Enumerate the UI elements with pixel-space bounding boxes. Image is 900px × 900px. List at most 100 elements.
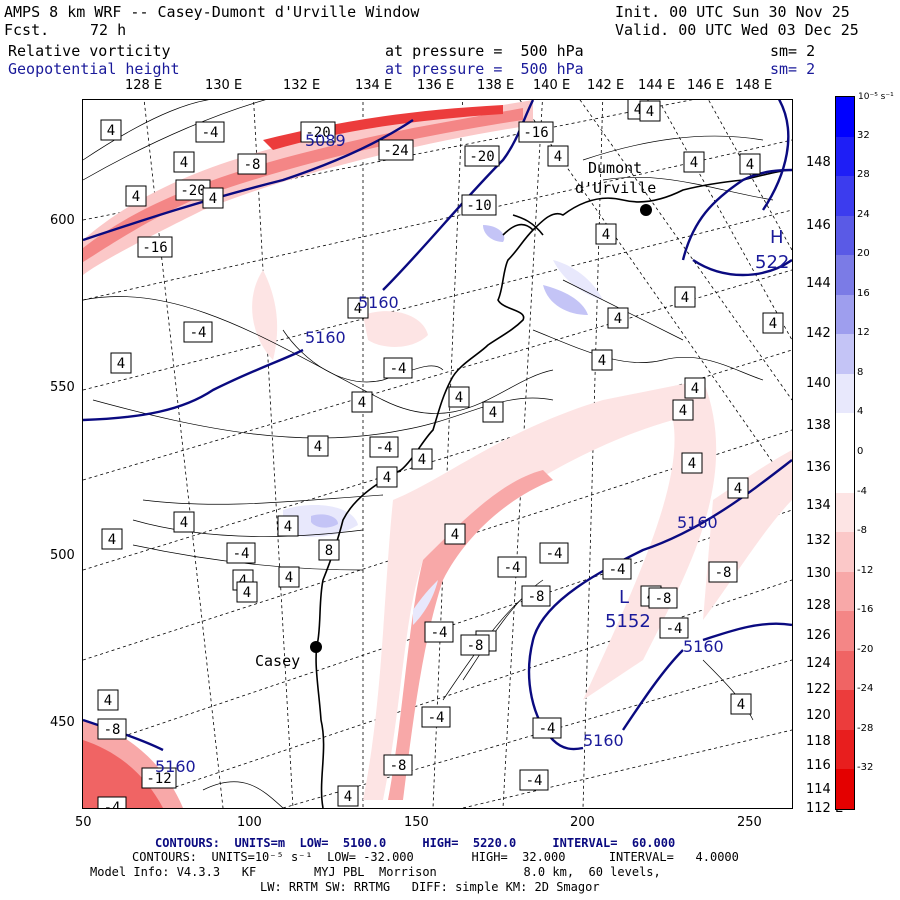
vorticity-label: -4	[539, 542, 569, 564]
high-symbol: H	[770, 227, 784, 248]
vorticity-label-box	[683, 151, 705, 173]
vorticity-label-text: 4	[489, 405, 497, 421]
colorbar-label: -12	[857, 564, 874, 576]
vorticity-label-box	[277, 515, 299, 537]
colorbar-label: 24	[857, 208, 870, 220]
vorticity-label: -20	[464, 145, 500, 167]
vorticity-label: 4	[337, 785, 359, 807]
vorticity-label: 4	[202, 187, 224, 209]
vorticity-label-text: 4	[679, 403, 687, 419]
vorticity-label-text: -4	[539, 721, 556, 737]
vorticity-label-box	[424, 621, 454, 643]
vorticity-label-text: -4	[190, 325, 207, 341]
vorticity-label: 4	[672, 399, 694, 421]
vorticity-label: -20	[175, 179, 211, 201]
vorticity-label-text: -8	[104, 722, 121, 738]
colorbar-label: 4	[857, 406, 864, 418]
footer-interval: INTERVAL= 60.000	[552, 836, 676, 850]
x-tick: 150	[404, 815, 429, 830]
lon-label: 146 E	[806, 218, 844, 233]
vorticity-label: -10	[461, 194, 497, 216]
durville-label: d'Urville	[575, 179, 656, 197]
vorticity-label-text: -20	[305, 125, 330, 141]
vorticity-label: -16	[518, 121, 554, 143]
height-label: 5160	[683, 637, 724, 656]
lon-label: 138 E	[806, 418, 844, 433]
vorticity-label-box	[708, 561, 738, 583]
vorticity-label: -4	[497, 556, 527, 578]
vorticity-label-box	[376, 466, 398, 488]
lon-label: 140 E	[533, 78, 571, 93]
low-symbol: L	[619, 587, 629, 608]
vorticity-label: 4	[97, 689, 119, 711]
high-value: 522	[755, 252, 789, 273]
map-title: AMPS 8 km WRF -- Casey-Dumont d'Urville …	[4, 3, 420, 21]
colorbar-cell	[836, 492, 854, 533]
vorticity-label-text: 4	[598, 353, 606, 369]
vorticity-label-text: -4	[390, 361, 407, 377]
height-label: 5160	[155, 757, 196, 776]
lon-label: 138 E	[477, 78, 515, 93]
vorticity-label: 4	[125, 185, 147, 207]
vorticity-label-text: 4	[132, 189, 140, 205]
vorticity-label: 4	[730, 693, 752, 715]
vorticity-label: -4	[226, 542, 256, 564]
vorticity-label: 4	[739, 153, 761, 175]
vorticity-label-text: -4	[233, 546, 250, 562]
vorticity-label: -8	[237, 153, 267, 175]
footer-high: HIGH= 5220.0	[422, 836, 517, 850]
colorbar-label: 28	[857, 169, 870, 181]
vorticity-label: -8	[460, 634, 490, 656]
vorticity-label-box	[318, 539, 340, 561]
vorticity-label-box	[659, 617, 689, 639]
y-tick: 600	[50, 213, 75, 228]
vorticity-label-box	[497, 556, 527, 578]
vorticity-label-text: 4	[180, 155, 188, 171]
init-time: Init. 00 UTC Sun 30 Nov 25	[615, 3, 850, 21]
vorticity-label: 4	[482, 401, 504, 423]
height-label: 5160	[358, 293, 399, 312]
lon-label: 120 E	[806, 708, 844, 723]
lon-label: 144 E	[638, 78, 676, 93]
vorticity-label: 4	[411, 448, 433, 470]
vorticity-label-box	[762, 312, 784, 334]
vorticity-label: 4	[110, 352, 132, 374]
vorticity-label-text: -12	[146, 771, 171, 787]
colorbar-label: -28	[857, 722, 874, 734]
colorbar-cell	[836, 294, 854, 335]
vorticity-label-text: 4	[769, 316, 777, 332]
vorticity-label: -8	[383, 754, 413, 776]
height-label: 5160	[305, 328, 346, 347]
vorticity-label-box	[378, 139, 414, 161]
vorticity-label-text: 4	[107, 123, 115, 139]
vorticity-label-box	[183, 321, 213, 343]
vorticity-label: 4	[173, 151, 195, 173]
vorticity-label: 4	[547, 145, 569, 167]
colorbar-cell	[836, 650, 854, 691]
vorticity-label-text: 4	[691, 381, 699, 397]
vorticity-label-text: -8	[528, 589, 545, 605]
colorbar-cell	[836, 532, 854, 573]
vorticity-label-box	[460, 634, 490, 656]
vorticity-label-text: 4	[681, 290, 689, 306]
colorbar-cell	[836, 334, 854, 375]
footer-model-info: Model Info: V4.3.3 KF MYJ PBL Morrison 8…	[90, 865, 661, 879]
vorticity-label-box	[383, 754, 413, 776]
footer-physics: LW: RRTM SW: RRTMG DIFF: simple KM: 2D S…	[260, 880, 600, 894]
vorticity-label-text: 4	[117, 356, 125, 372]
vorticity-label-box	[173, 151, 195, 173]
vorticity-label-text: 4	[690, 155, 698, 171]
vorticity-label-box	[411, 448, 433, 470]
vorticity-label-text: 4	[239, 573, 247, 589]
lon-label: 148 E	[806, 155, 844, 170]
footer-units: UNITS=m	[234, 836, 286, 850]
colorbar-cell	[836, 255, 854, 296]
vorticity-label: 4	[101, 528, 123, 550]
lon-label: 130 E	[205, 78, 243, 93]
vorticity-label-box	[351, 391, 373, 413]
dumont-durville-marker	[640, 204, 652, 216]
lon-label: 116 E	[806, 758, 844, 773]
vorticity-label-box	[195, 121, 225, 143]
vorticity-label-box	[97, 796, 127, 808]
